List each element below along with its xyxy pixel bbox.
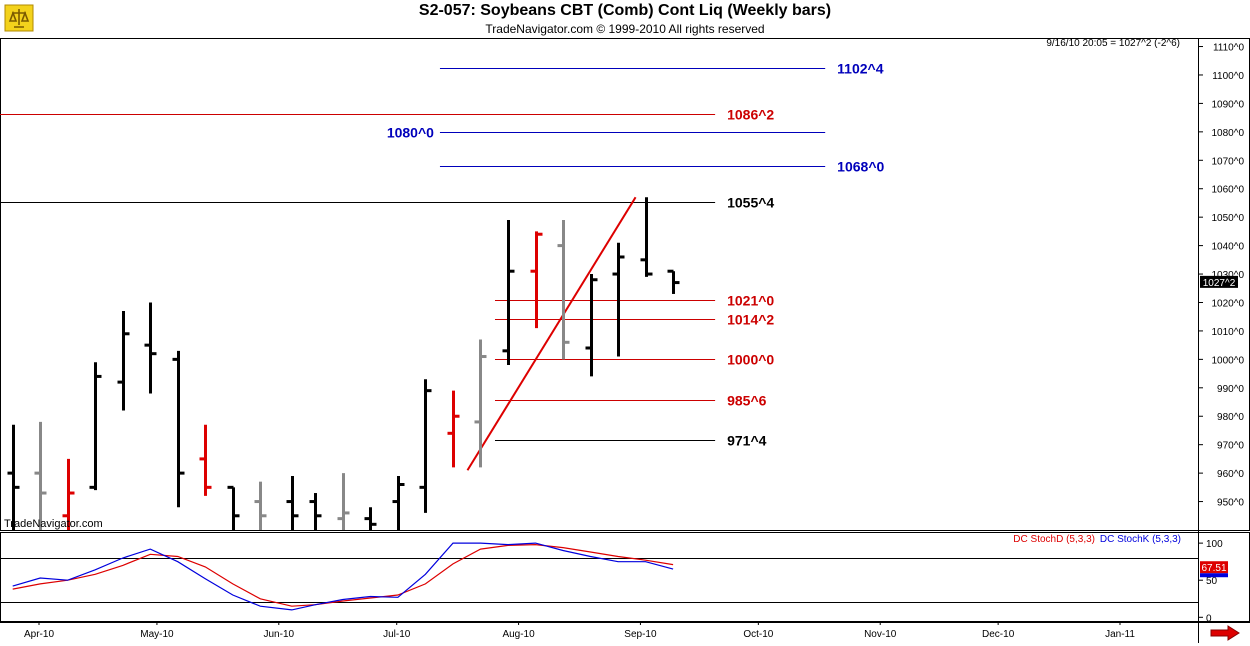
price-pane[interactable]: 9/16/10 20:05 = 1027^2 (-2^6) 950^0 960^0 9…	[0, 38, 1250, 643]
ohlc-bar	[612, 242, 625, 357]
legend-stochD: DC StochD (5,3,3)	[1013, 534, 1095, 545]
price-tick-label: 1090^0	[1212, 99, 1245, 110]
status-line: 9/16/10 20:05 = 1027^2 (-2^6)	[1046, 38, 1180, 49]
ohlc-bar	[286, 475, 299, 530]
level-label: 1068^0	[837, 159, 884, 175]
watermark-text: TradeNavigator.com	[4, 518, 103, 530]
stoch-series-line	[12, 543, 674, 607]
price-tick-label: 1010^0	[1212, 327, 1245, 338]
date-tick-label: May-10	[140, 629, 174, 640]
ohlc-bar	[254, 481, 267, 530]
date-tick-label: Jan-11	[1105, 629, 1135, 640]
ohlc-bar	[199, 424, 212, 496]
price-tick-label: 960^0	[1217, 469, 1244, 480]
level-label: 1055^4	[727, 195, 774, 211]
price-tick-label: 950^0	[1217, 498, 1244, 509]
stoch-last-label: 67.51	[1201, 563, 1226, 574]
level-label: 1014^2	[727, 312, 774, 328]
trade-navigator-logo-icon	[3, 3, 35, 33]
scroll-right-arrow-icon[interactable]	[1210, 625, 1240, 641]
level-label: 985^6	[727, 393, 767, 409]
date-axis: Apr-10 May-10 Jun-10 Jul-10 Aug-10 Sep-10 Oct-…	[0, 621, 1250, 640]
ohlc-bar	[502, 220, 515, 366]
ohlc-bar	[144, 302, 157, 394]
trendline	[466, 196, 637, 471]
stoch-pane-frame	[0, 532, 1250, 622]
ohlc-bar	[530, 231, 543, 329]
ohlc-bar	[392, 475, 405, 530]
price-plot-area	[0, 68, 826, 530]
stoch-last-box-k	[1200, 573, 1228, 578]
price-tick-label: 980^0	[1217, 412, 1244, 423]
stoch-tick-label: 0	[1206, 613, 1212, 624]
date-tick-label: Dec-10	[982, 629, 1015, 640]
level-label: 1021^0	[727, 293, 774, 309]
ohlc-bar	[364, 507, 377, 530]
date-tick-label: Apr-10	[24, 629, 54, 640]
price-tick-label: 1110^0	[1213, 43, 1244, 54]
legend-stochK: DC StochK (5,3,3)	[1100, 534, 1181, 545]
date-tick-label: Nov-10	[864, 629, 897, 640]
ohlc-bar	[667, 269, 680, 294]
ohlc-bar	[474, 339, 487, 468]
stoch-tick-label: 50	[1206, 576, 1218, 587]
price-tick-label: 1000^0	[1212, 355, 1245, 366]
stoch-last-box	[1200, 561, 1228, 574]
ohlc-bar	[447, 390, 460, 468]
ohlc-bar	[557, 220, 570, 360]
price-tick-label: 1060^0	[1212, 185, 1245, 196]
price-tick-label: 1030^0	[1212, 270, 1245, 281]
ohlc-bar	[585, 274, 598, 377]
last-price-box	[1200, 275, 1238, 288]
chart-title: S2-057: Soybeans CBT (Comb) Cont Liq (We…	[418, 2, 832, 19]
chart-header: S2-057: Soybeans CBT (Comb) Cont Liq (We…	[0, 0, 1250, 38]
price-tick-label: 1040^0	[1212, 242, 1245, 253]
date-tick-label: Sep-10	[624, 629, 657, 640]
ohlc-bar	[337, 473, 350, 530]
price-tick-label: 1070^0	[1212, 156, 1245, 167]
ohlc-bar	[172, 350, 185, 508]
copyright-notice: TradeNavigator.com © 1999-2010 All right…	[485, 22, 765, 36]
date-tick-label: Aug-10	[502, 629, 535, 640]
ohlc-bar	[34, 421, 47, 530]
price-pane-frame	[0, 38, 1250, 531]
date-tick-label: Jun-10	[263, 629, 294, 640]
price-tick-label: 990^0	[1217, 384, 1244, 395]
ohlc-bar	[89, 362, 102, 491]
ohlc-bar	[227, 485, 240, 530]
level-label: 1080^0	[387, 125, 434, 141]
stochastic-pane[interactable]: 0 50 100 DC StochD (5,3,3) DC StochK (5,3,3)…	[0, 532, 1250, 625]
ohlc-bar	[7, 424, 20, 530]
price-tick-label: 970^0	[1217, 441, 1244, 452]
level-label: 1000^0	[727, 352, 774, 368]
last-price-label: 1027^2	[1203, 278, 1236, 289]
ohlc-bar	[640, 197, 653, 277]
level-label: 1102^4	[837, 61, 884, 77]
date-tick-label: Oct-10	[743, 629, 773, 640]
level-label: 1086^2	[727, 107, 774, 123]
price-tick-label: 1080^0	[1212, 128, 1245, 139]
price-tick-label: 1100^0	[1212, 71, 1244, 82]
stoch-series-line	[12, 542, 674, 611]
price-tick-label: 1050^0	[1212, 213, 1245, 224]
ohlc-bar	[309, 493, 322, 530]
stoch-tick-label: 100	[1206, 539, 1223, 550]
date-tick-label: Jul-10	[383, 629, 411, 640]
ohlc-bar	[62, 458, 75, 530]
price-tick-label: 1020^0	[1212, 298, 1245, 309]
ohlc-bar	[117, 311, 130, 411]
level-label: 971^4	[727, 433, 767, 449]
ohlc-bar	[419, 379, 432, 513]
